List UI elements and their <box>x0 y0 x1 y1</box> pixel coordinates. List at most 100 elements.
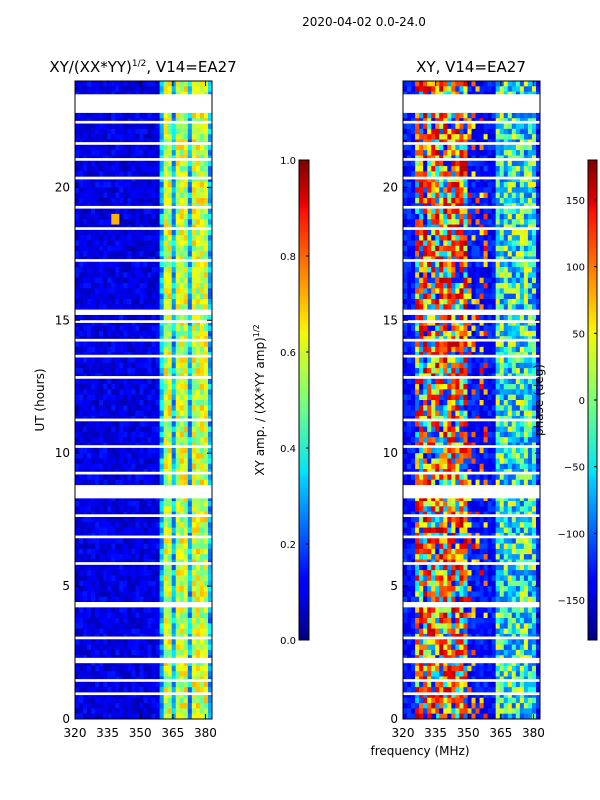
heatmap-cell <box>87 538 92 545</box>
heatmap-cell <box>183 368 189 375</box>
heatmap-cell <box>199 591 205 598</box>
heatmap-cell <box>207 384 212 390</box>
heatmap-cell <box>75 298 80 305</box>
heatmap-cell <box>115 357 120 364</box>
heatmap-cell <box>151 580 157 587</box>
heatmap-cell <box>187 426 193 433</box>
heatmap-cell <box>467 166 473 172</box>
heatmap-cell <box>103 607 108 614</box>
heatmap-cell <box>507 134 513 141</box>
heatmap-cell <box>143 267 149 273</box>
heatmap-cell <box>511 112 517 119</box>
heatmap-cell <box>95 586 100 592</box>
heatmap-cell <box>131 160 137 167</box>
heatmap-cell <box>519 86 525 93</box>
heatmap-cell <box>83 474 88 481</box>
heatmap-cell <box>135 591 141 598</box>
heatmap-cell <box>119 623 124 630</box>
heatmap-cell <box>123 176 128 183</box>
heatmap-cell <box>199 128 205 135</box>
heatmap-cell <box>163 708 169 715</box>
heatmap-cell <box>83 431 88 438</box>
flagged-row <box>75 514 212 517</box>
heatmap-cell <box>427 123 432 130</box>
heatmap-cell <box>207 182 212 188</box>
heatmap-cell <box>91 160 96 167</box>
heatmap-cell <box>131 187 137 194</box>
heatmap-cell <box>179 447 185 454</box>
heatmap-cell <box>127 527 133 534</box>
heatmap-cell <box>139 713 145 719</box>
heatmap-cell <box>83 628 88 635</box>
heatmap-cell <box>99 697 104 704</box>
heatmap-cell <box>135 240 141 247</box>
heatmap-cell <box>203 261 209 268</box>
heatmap-cell <box>127 341 133 348</box>
heatmap-cell <box>187 325 193 332</box>
heatmap-cell <box>163 192 169 199</box>
heatmap-cell <box>155 623 161 630</box>
heatmap-cell <box>111 543 116 550</box>
heatmap-cell <box>87 639 92 646</box>
heatmap-cell <box>187 697 193 704</box>
heatmap-cell <box>191 453 197 460</box>
heatmap-cell <box>75 660 80 667</box>
heatmap-cell <box>95 681 100 688</box>
heatmap-cell <box>139 389 145 396</box>
heatmap-cell <box>447 197 452 204</box>
heatmap-cell <box>187 150 193 157</box>
heatmap-cell <box>123 384 128 390</box>
heatmap-cell <box>83 548 88 555</box>
heatmap-cell <box>195 208 201 215</box>
heatmap-cell <box>79 628 84 635</box>
heatmap-cell <box>127 330 133 337</box>
heatmap-cell <box>183 639 189 646</box>
heatmap-cell <box>199 277 205 284</box>
heatmap-cell <box>179 346 185 353</box>
heatmap-cell <box>107 389 112 396</box>
heatmap-cell <box>107 522 112 529</box>
heatmap-cell <box>203 298 209 305</box>
heatmap-cell <box>459 171 465 178</box>
heatmap-cell <box>111 81 116 87</box>
heatmap-cell <box>435 112 440 119</box>
heatmap-cell <box>135 692 141 699</box>
heatmap-cell <box>83 362 88 369</box>
heatmap-cell <box>183 251 189 258</box>
left-colorbar: 0.00.20.40.60.81.0 XY amp. / (XX*YY amp)… <box>252 156 310 647</box>
heatmap-cell <box>87 208 92 215</box>
heatmap-cell <box>159 506 165 513</box>
heatmap-cell <box>195 320 201 327</box>
heatmap-cell <box>423 187 428 194</box>
heatmap-cell <box>111 447 116 454</box>
heatmap-cell <box>99 501 104 507</box>
heatmap-cell <box>183 554 189 561</box>
heatmap-cell <box>471 187 477 194</box>
heatmap-cell <box>103 213 108 220</box>
heatmap-cell <box>123 570 128 577</box>
heatmap-cell <box>95 644 100 651</box>
flagged-row <box>75 602 212 608</box>
heatmap-cell <box>99 506 104 513</box>
heatmap-cell <box>79 213 84 220</box>
heatmap-cell <box>207 357 212 364</box>
heatmap-cell <box>83 320 88 327</box>
heatmap-cell <box>163 208 169 215</box>
heatmap-cell <box>131 341 137 348</box>
heatmap-cell <box>527 150 533 157</box>
heatmap-cell <box>131 665 137 672</box>
heatmap-cell <box>179 208 185 215</box>
heatmap-cell <box>107 288 112 295</box>
heatmap-cell <box>139 298 145 305</box>
heatmap-cell <box>75 522 80 529</box>
heatmap-cell <box>207 703 212 709</box>
heatmap-cell <box>163 671 169 678</box>
heatmap-cell <box>175 235 181 242</box>
heatmap-cell <box>91 660 96 667</box>
heatmap-cell <box>139 421 145 428</box>
heatmap-cell <box>111 437 116 444</box>
heatmap-cell <box>91 713 96 719</box>
heatmap-cell <box>155 644 161 651</box>
heatmap-cell <box>491 123 497 130</box>
heatmap-cell <box>483 171 489 178</box>
